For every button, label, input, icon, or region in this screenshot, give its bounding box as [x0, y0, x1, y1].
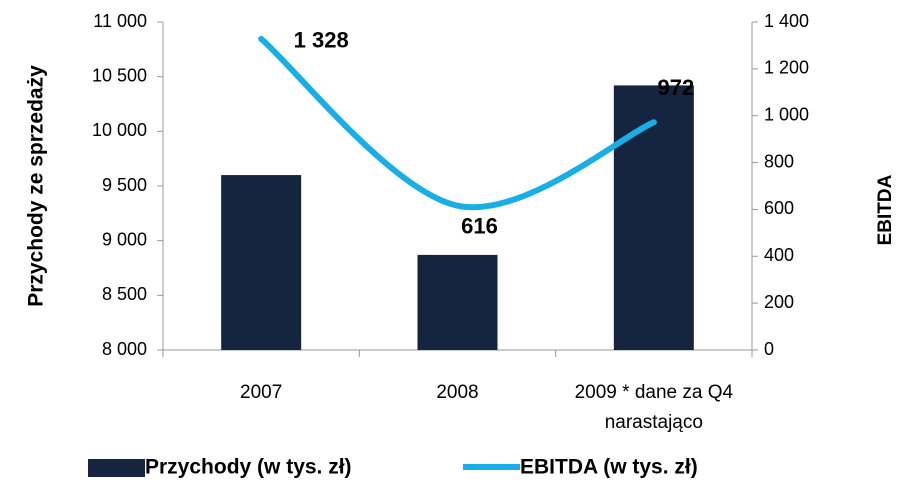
y-tick-label: 10 500	[92, 65, 147, 85]
x-tick-label: 2007	[240, 382, 283, 403]
legend-label: EBITDA (w tys. zł)	[520, 456, 698, 479]
y-tick-label: 9 000	[102, 229, 147, 249]
bar	[417, 254, 498, 350]
data-label: 972	[657, 75, 694, 100]
y2-tick-label: 800	[764, 151, 794, 171]
bar	[613, 85, 694, 350]
legend-label: Przychody (w tys. zł)	[145, 456, 352, 479]
y-tick-label: 9 500	[102, 175, 147, 195]
line	[258, 35, 657, 211]
y2-tick-label: 200	[764, 292, 794, 312]
y2-tick-label: 400	[764, 245, 794, 265]
y-tick-label: 8 000	[102, 339, 147, 359]
y2-tick-label: 1 000	[764, 104, 809, 124]
legend-swatch	[88, 459, 145, 477]
data-label: 1 328	[294, 28, 349, 53]
y2-tick-label: 600	[764, 198, 794, 218]
y2-tick-label: 0	[764, 339, 774, 359]
y2-tick-label: 1 200	[764, 58, 809, 78]
y-axis-title: Przychody ze sprzedaży	[25, 65, 48, 307]
x-tick-label: 2008	[436, 382, 479, 403]
data-label: 616	[461, 213, 498, 238]
bar	[221, 175, 302, 350]
y-tick-label: 8 500	[102, 284, 147, 304]
y2-axis-title: EBITDA	[875, 174, 896, 245]
y-tick-label: 11 000	[93, 11, 147, 31]
y-tick-label: 10 000	[92, 120, 147, 140]
y2-tick-label: 1 400	[764, 11, 809, 31]
x-tick-label: 2009 * dane za Q4 narastająco	[574, 382, 734, 433]
